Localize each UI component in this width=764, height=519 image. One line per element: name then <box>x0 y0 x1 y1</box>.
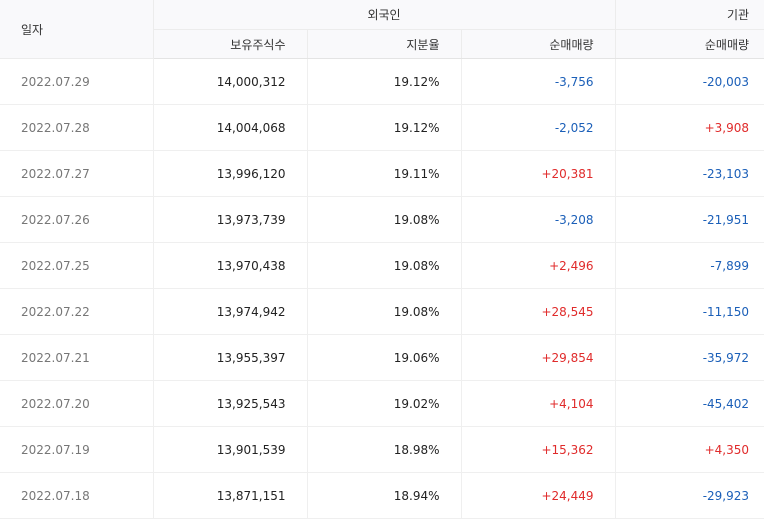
header-institution: 기관 <box>615 0 764 30</box>
share-ratio-cell: 19.12% <box>307 104 462 151</box>
holdings-cell: 14,000,312 <box>153 58 308 105</box>
date-cell: 2022.07.25 <box>0 242 154 289</box>
header-institution-net: 순매매량 <box>615 29 764 59</box>
holdings-cell: 13,925,543 <box>153 380 308 427</box>
institution-net-cell: +3,908 <box>615 104 764 151</box>
share-ratio-cell: 19.12% <box>307 58 462 105</box>
holdings-cell: 13,970,438 <box>153 242 308 289</box>
foreign-net-cell: -3,756 <box>461 58 616 105</box>
share-ratio-cell: 19.11% <box>307 150 462 197</box>
foreign-net-cell: +15,362 <box>461 426 616 473</box>
header-date: 일자 <box>0 0 154 59</box>
date-cell: 2022.07.27 <box>0 150 154 197</box>
header-share-ratio: 지분율 <box>307 29 462 59</box>
foreign-net-cell: +29,854 <box>461 334 616 381</box>
table-row: 2022.07.27 13,996,120 19.11% +20,381 -23,103 <box>0 150 764 197</box>
institution-net-cell: +4,350 <box>615 426 764 473</box>
institution-net-cell: -45,402 <box>615 380 764 427</box>
date-cell: 2022.07.28 <box>0 104 154 151</box>
share-ratio-cell: 19.06% <box>307 334 462 381</box>
holdings-cell: 13,955,397 <box>153 334 308 381</box>
table-row: 2022.07.22 13,974,942 19.08% +28,545 -11,150 <box>0 288 764 335</box>
holdings-cell: 13,973,739 <box>153 196 308 243</box>
institution-net-cell: -23,103 <box>615 150 764 197</box>
share-ratio-cell: 19.08% <box>307 288 462 335</box>
institution-net-cell: -21,951 <box>615 196 764 243</box>
date-cell: 2022.07.26 <box>0 196 154 243</box>
foreign-net-cell: +24,449 <box>461 472 616 519</box>
date-cell: 2022.07.29 <box>0 58 154 105</box>
foreign-net-cell: +4,104 <box>461 380 616 427</box>
table-row: 2022.07.21 13,955,397 19.06% +29,854 -35,972 <box>0 334 764 381</box>
date-cell: 2022.07.20 <box>0 380 154 427</box>
date-cell: 2022.07.21 <box>0 334 154 381</box>
table-row: 2022.07.25 13,970,438 19.08% +2,496 -7,899 <box>0 242 764 289</box>
table-row: 2022.07.20 13,925,543 19.02% +4,104 -45,402 <box>0 380 764 427</box>
holdings-cell: 13,974,942 <box>153 288 308 335</box>
institution-net-cell: -35,972 <box>615 334 764 381</box>
foreign-net-cell: +28,545 <box>461 288 616 335</box>
header-holdings: 보유주식수 <box>153 29 308 59</box>
table-body: 2022.07.29 14,000,312 19.12% -3,756 -20,003 2… <box>0 58 764 519</box>
table-row: 2022.07.26 13,973,739 19.08% -3,208 -21,951 <box>0 196 764 243</box>
foreign-net-cell: -3,208 <box>461 196 616 243</box>
share-ratio-cell: 19.02% <box>307 380 462 427</box>
table-row: 2022.07.18 13,871,151 18.94% +24,449 -29,923 <box>0 472 764 519</box>
holdings-cell: 13,901,539 <box>153 426 308 473</box>
institution-net-cell: -20,003 <box>615 58 764 105</box>
foreign-net-cell: -2,052 <box>461 104 616 151</box>
holdings-cell: 13,871,151 <box>153 472 308 519</box>
header-foreign-net: 순매매량 <box>461 29 616 59</box>
date-cell: 2022.07.19 <box>0 426 154 473</box>
holdings-cell: 14,004,068 <box>153 104 308 151</box>
table-row: 2022.07.19 13,901,539 18.98% +15,362 +4,350 <box>0 426 764 473</box>
share-ratio-cell: 18.98% <box>307 426 462 473</box>
share-ratio-cell: 19.08% <box>307 242 462 289</box>
foreign-net-cell: +2,496 <box>461 242 616 289</box>
institution-net-cell: -11,150 <box>615 288 764 335</box>
header-foreign: 외국인 <box>153 0 616 30</box>
table-row: 2022.07.28 14,004,068 19.12% -2,052 +3,908 <box>0 104 764 151</box>
date-cell: 2022.07.22 <box>0 288 154 335</box>
institution-net-cell: -29,923 <box>615 472 764 519</box>
holdings-cell: 13,996,120 <box>153 150 308 197</box>
table-row: 2022.07.29 14,000,312 19.12% -3,756 -20,003 <box>0 58 764 105</box>
share-ratio-cell: 18.94% <box>307 472 462 519</box>
date-cell: 2022.07.18 <box>0 472 154 519</box>
institution-net-cell: -7,899 <box>615 242 764 289</box>
foreign-net-cell: +20,381 <box>461 150 616 197</box>
share-ratio-cell: 19.08% <box>307 196 462 243</box>
